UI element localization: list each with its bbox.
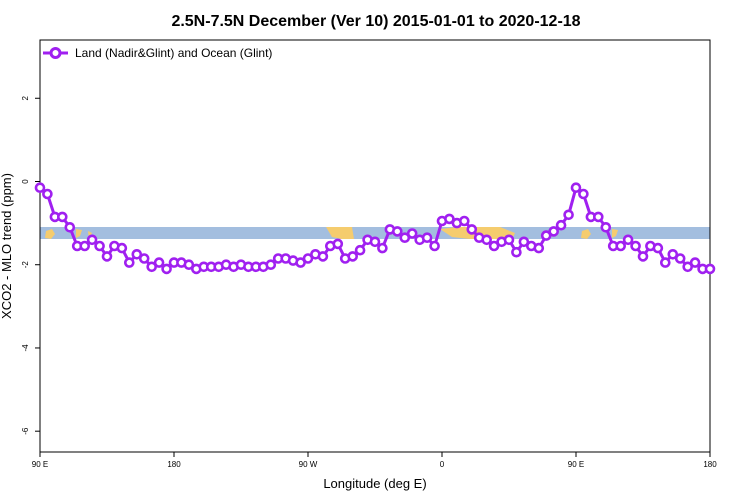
data-point	[161, 263, 172, 275]
data-point	[116, 242, 128, 254]
data-point	[421, 232, 433, 243]
y-tick-label: -4	[21, 344, 30, 352]
data-point	[652, 242, 664, 254]
land-patch-south-america	[326, 227, 354, 239]
data-point	[34, 182, 46, 193]
data-point	[704, 263, 716, 275]
data-point	[488, 240, 500, 252]
data-point	[153, 257, 165, 268]
data-point	[503, 234, 515, 246]
data-point	[377, 242, 388, 254]
data-point	[64, 222, 76, 233]
data-point	[295, 257, 306, 268]
data-point	[42, 188, 53, 200]
data-point	[429, 240, 440, 252]
data-point	[466, 224, 478, 235]
data-point	[317, 251, 329, 262]
legend-marker	[49, 47, 62, 59]
x-tick-label: 180	[167, 460, 181, 469]
data-point	[458, 215, 470, 227]
data-point	[630, 240, 641, 252]
chart-title: 2.5N-7.5N December (Ver 10) 2015-01-01 t…	[171, 13, 580, 30]
series-layer	[34, 182, 716, 275]
land-patch-asia	[45, 229, 55, 239]
plot-frame	[39, 39, 711, 453]
data-point	[265, 259, 277, 271]
x-tick-label: 0	[440, 460, 445, 469]
data-point	[79, 240, 90, 252]
data-point	[101, 251, 113, 262]
data-point	[183, 259, 195, 271]
data-point	[347, 251, 359, 262]
data-point	[444, 213, 455, 225]
land-patch-asia-repeat	[581, 229, 591, 239]
x-tick-label: 90 E	[568, 460, 584, 469]
y-tick-label: -6	[21, 427, 30, 435]
x-axis-label: Longitude (deg E)	[323, 476, 426, 491]
data-point	[302, 253, 314, 264]
data-point	[563, 209, 574, 221]
data-point	[570, 182, 582, 193]
data-point	[138, 253, 150, 264]
data-point	[540, 230, 552, 241]
x-tick-label: 180	[703, 460, 717, 469]
data-point	[86, 234, 98, 246]
data-point	[511, 246, 522, 258]
data-point	[481, 234, 493, 246]
data-point	[600, 222, 612, 233]
data-point	[555, 219, 567, 231]
data-point	[124, 257, 135, 268]
x-axis: 90 E 180 90 W 0 90 E 180	[32, 452, 717, 469]
x-tick-label: 90 E	[32, 460, 48, 469]
land-patch-indonesia-repeat	[612, 229, 618, 238]
y-tick-label: 0	[21, 179, 30, 184]
data-point	[406, 228, 418, 239]
data-point	[637, 251, 649, 262]
data-point	[674, 253, 686, 264]
land-patch-indonesia	[76, 229, 82, 238]
data-point	[578, 188, 589, 200]
y-tick-label: 2	[21, 95, 30, 100]
data-point	[131, 249, 143, 260]
data-point	[391, 226, 403, 237]
x-tick-label: 90 W	[299, 460, 318, 469]
data-point	[332, 238, 344, 250]
data-point	[94, 240, 105, 252]
data-point	[369, 236, 381, 248]
data-point	[146, 261, 157, 273]
data-point	[622, 234, 634, 246]
legend-label: Land (Nadir&Glint) and Ocean (Glint)	[75, 46, 272, 60]
data-point	[56, 211, 68, 223]
data-point	[615, 240, 627, 252]
data-point	[399, 232, 411, 243]
data-point	[682, 261, 694, 273]
data-point	[533, 242, 545, 254]
data-point	[518, 236, 530, 248]
y-axis-label: XCO2 - MLO trend (ppm)	[0, 173, 14, 319]
legend: Land (Nadir&Glint) and Ocean (Glint)	[43, 46, 272, 60]
data-point	[548, 226, 560, 237]
y-axis: 2 0 -2 -4 -6	[21, 95, 40, 435]
y-tick-label: -2	[21, 261, 30, 269]
data-point	[689, 257, 701, 268]
data-point	[354, 244, 366, 256]
data-point	[659, 257, 671, 268]
data-point	[667, 249, 679, 260]
data-point	[592, 211, 604, 223]
